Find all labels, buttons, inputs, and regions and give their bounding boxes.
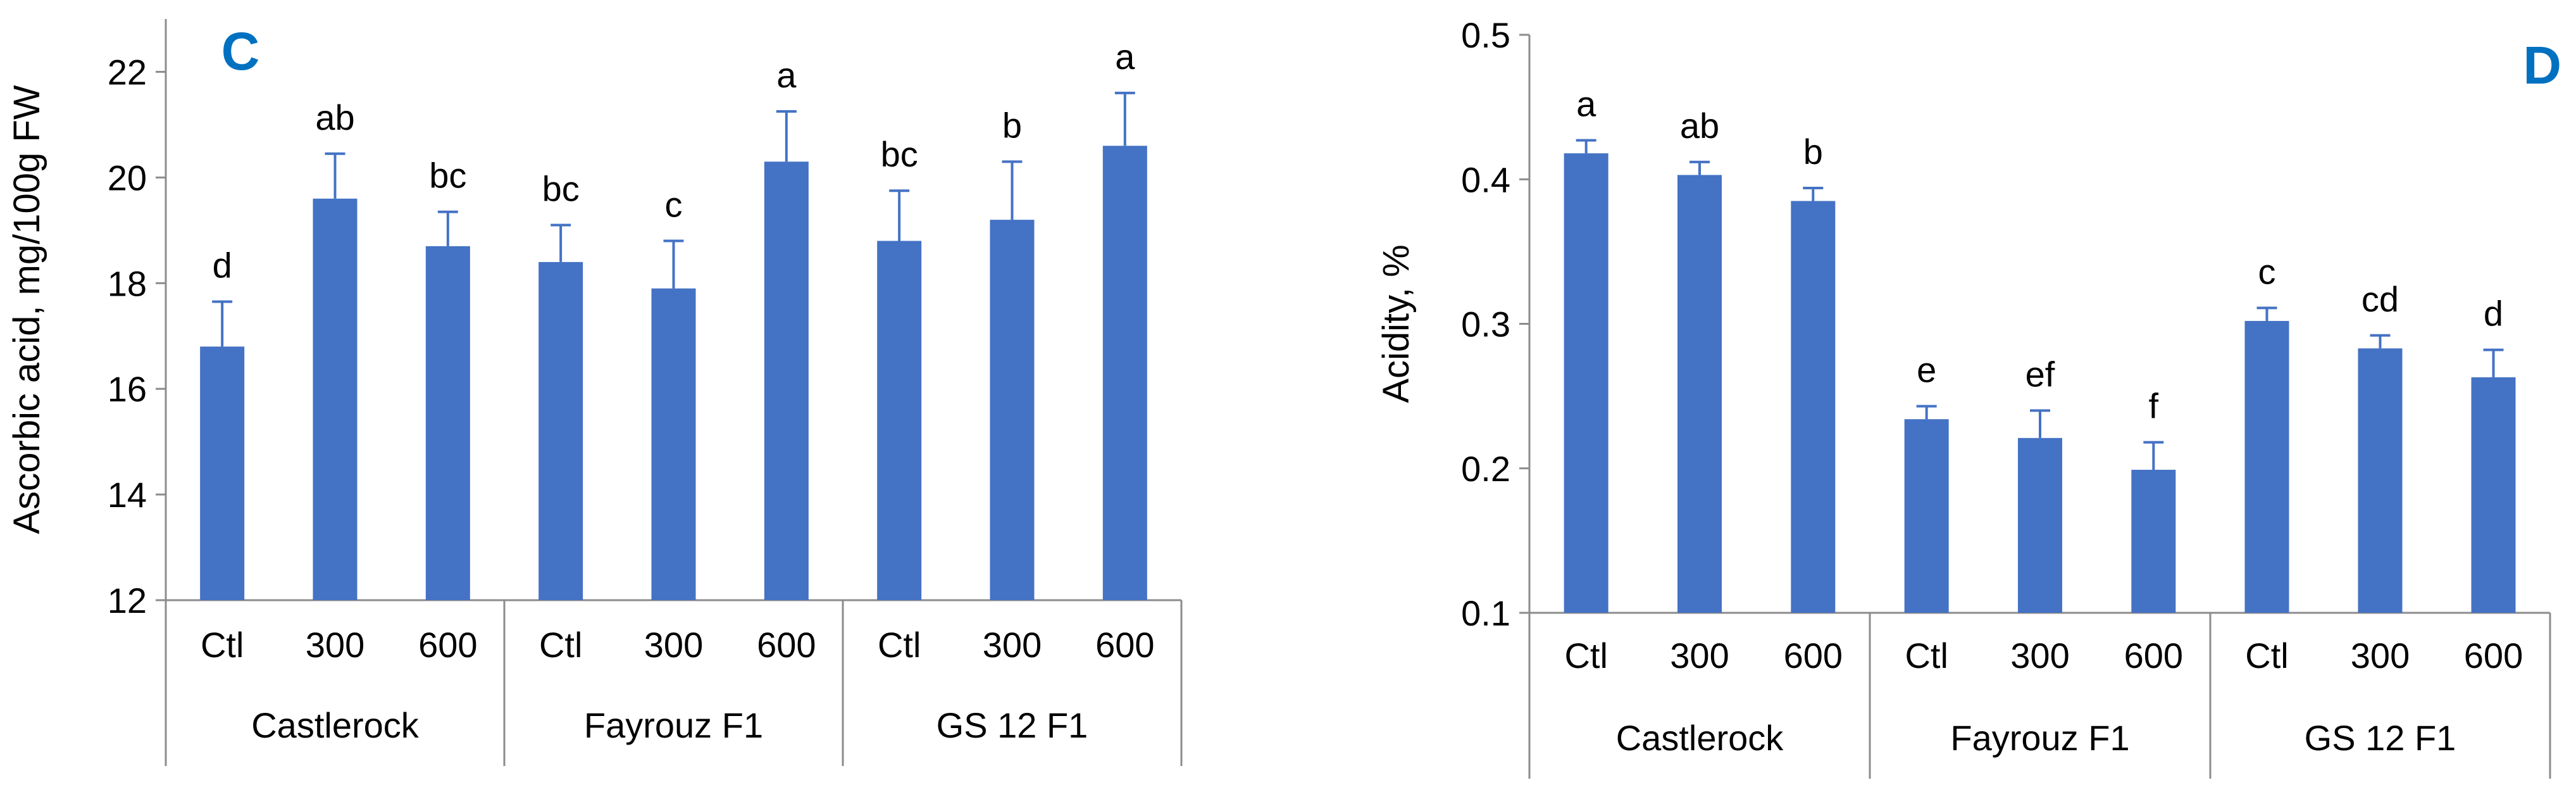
- category-label: 300: [2010, 636, 2069, 676]
- category-label: Ctl: [2245, 636, 2288, 676]
- bar: [538, 261, 583, 601]
- bar: [2358, 348, 2403, 613]
- significance-letter: bc: [429, 156, 466, 196]
- y-tick-label: 16: [108, 369, 147, 409]
- category-label: 600: [2124, 636, 2183, 676]
- panel-label: D: [2523, 35, 2561, 95]
- group-label: Castlerock: [1616, 718, 1784, 758]
- y-tick-label: 0.2: [1461, 449, 1510, 489]
- y-tick-label: 0.3: [1461, 305, 1510, 344]
- bar: [2131, 470, 2176, 613]
- significance-letter: e: [1917, 350, 1936, 390]
- significance-letter: c: [2258, 251, 2276, 291]
- y-tick-label: 14: [108, 475, 147, 515]
- category-label: 300: [1670, 636, 1729, 676]
- significance-letter: a: [776, 55, 797, 95]
- significance-letter: cd: [2361, 279, 2399, 319]
- category-label: 600: [418, 625, 477, 665]
- bar: [1102, 146, 1147, 601]
- significance-letter: a: [1115, 37, 1135, 77]
- category-label: Ctl: [878, 625, 921, 665]
- bar: [1904, 419, 1949, 613]
- bar: [651, 288, 696, 600]
- y-tick-label: 20: [108, 158, 147, 198]
- category-label: Ctl: [1905, 636, 1948, 676]
- significance-letter: d: [2484, 294, 2503, 334]
- bar: [2471, 377, 2516, 613]
- bar: [1564, 153, 1608, 613]
- category-label: 600: [1784, 636, 1843, 676]
- y-tick-label: 18: [108, 263, 147, 303]
- bar: [2244, 320, 2289, 613]
- category-label: 600: [757, 625, 816, 665]
- significance-letter: c: [665, 185, 683, 225]
- y-tick-label: 12: [108, 581, 147, 620]
- bar: [313, 198, 358, 600]
- bar: [2018, 437, 2062, 613]
- significance-letter: d: [213, 245, 232, 285]
- y-axis-title: Acidity, %: [1376, 244, 1417, 403]
- category-label: 300: [2351, 636, 2410, 676]
- category-label: 600: [2464, 636, 2523, 676]
- group-label: Fayrouz F1: [1950, 718, 2129, 758]
- bar: [425, 246, 470, 600]
- significance-letter: ab: [1680, 106, 1719, 146]
- group-label: GS 12 F1: [936, 705, 1088, 745]
- bar: [990, 220, 1035, 600]
- y-tick-label: 0.4: [1461, 160, 1510, 199]
- panel-label: C: [221, 22, 260, 81]
- significance-letter: ab: [315, 97, 354, 137]
- y-tick-label: 22: [108, 52, 147, 92]
- bar: [877, 241, 922, 600]
- category-label: Ctl: [201, 625, 244, 665]
- group-label: Fayrouz F1: [584, 705, 763, 745]
- significance-letter: f: [2149, 386, 2159, 426]
- category-label: 300: [983, 625, 1042, 665]
- y-tick-label: 0.5: [1461, 15, 1510, 55]
- significance-letter: b: [1803, 132, 1823, 172]
- significance-letter: bc: [542, 168, 580, 208]
- category-label: 300: [306, 625, 364, 665]
- category-label: Ctl: [539, 625, 582, 665]
- group-label: Castlerock: [251, 705, 420, 745]
- group-label: GS 12 F1: [2305, 718, 2456, 758]
- significance-letter: a: [1576, 84, 1596, 124]
- significance-letter: bc: [881, 134, 918, 174]
- y-axis-title: Ascorbic acid, mg/100g FW: [6, 85, 47, 534]
- category-label: 300: [644, 625, 703, 665]
- bar: [200, 346, 245, 600]
- chart-panel-c: 12 14 16 18 20 22 Ascorbic acid, mg/100g FW d Ct…: [6, 19, 1183, 766]
- bar: [1791, 201, 1836, 613]
- significance-letter: ef: [2025, 354, 2055, 394]
- category-label: Ctl: [1564, 636, 1607, 676]
- y-tick-label: 0.1: [1461, 593, 1510, 633]
- bar: [1677, 175, 1722, 613]
- chart-panel-d: 0.1 0.2 0.3 0.4 0.5 Acidity, % a Ctl ab 300 b 600 Ca…: [1376, 15, 2561, 779]
- category-label: 600: [1095, 625, 1154, 665]
- bar: [764, 161, 809, 600]
- significance-letter: b: [1002, 105, 1022, 145]
